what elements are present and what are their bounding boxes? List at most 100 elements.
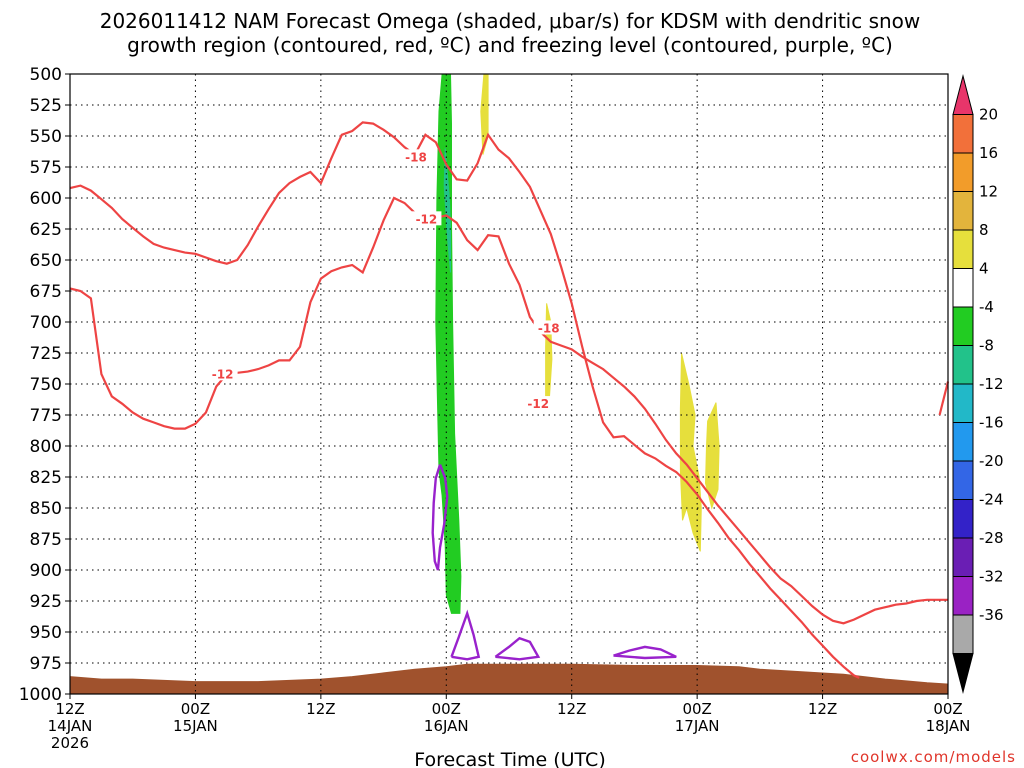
plot-frame xyxy=(69,73,949,695)
y-tick-label-750: 750 xyxy=(30,375,62,395)
x-tick-label-84-1: 18JAN xyxy=(926,717,971,735)
colorbar-swatch-6 xyxy=(952,306,974,346)
x-tick-label-12-0: 00Z xyxy=(181,700,210,718)
colorbar-label-8: -16 xyxy=(979,414,1004,432)
contour-label-1: -12 xyxy=(416,212,438,226)
freezing-level-contour-3 xyxy=(613,645,677,660)
y-tick-label-800: 800 xyxy=(30,437,62,457)
contour-label-0: -18 xyxy=(405,150,427,164)
y-tick-label-725: 725 xyxy=(30,344,62,364)
contour-label-2: -18 xyxy=(538,321,560,335)
colorbar-label-6: -8 xyxy=(979,337,994,355)
y-tick-label-900: 900 xyxy=(30,561,62,581)
terrain-surface xyxy=(69,663,949,695)
colorbar-swatch-1 xyxy=(952,114,974,154)
y-tick-label-650: 650 xyxy=(30,251,62,271)
colorbar: 20 16 12 8 4 -4 -8 -12 -16 -20 -24 -28 -32 -36 xyxy=(952,74,1004,694)
contour-label-bg-4 xyxy=(207,366,238,381)
y-tick-label-825: 825 xyxy=(30,468,62,488)
colorbar-swatch-3 xyxy=(952,191,974,231)
dgz-contour-upper xyxy=(69,121,860,679)
contour-label-bg-3 xyxy=(523,396,554,411)
gridlines xyxy=(70,74,948,694)
colorbar-label-4: 4 xyxy=(979,260,989,278)
colorbar-label-12: -32 xyxy=(979,568,1004,586)
dgz-contour-lower xyxy=(69,196,948,625)
omega-shading-layer xyxy=(435,73,720,614)
x-tick-label-36-0: 00Z xyxy=(432,700,461,718)
colorbar-label-9: -20 xyxy=(979,452,1004,470)
contour-label-4: -12 xyxy=(212,367,234,381)
colorbar-swatch-4 xyxy=(952,229,974,269)
freezing-level-contour-2 xyxy=(494,636,541,661)
x-axis-label: Forecast Time (UTC) xyxy=(414,749,605,768)
colorbar-label-1: 16 xyxy=(979,144,998,162)
y-tick-label-850: 850 xyxy=(30,499,62,519)
x-tick-label-36-1: 16JAN xyxy=(424,717,469,735)
x-tick-label-60-1: 17JAN xyxy=(675,717,720,735)
colorbar-swatch-12 xyxy=(952,537,974,577)
colorbar-swatch-10 xyxy=(952,460,974,500)
omega-yellow-mid xyxy=(545,303,553,409)
colorbar-label-2: 12 xyxy=(979,183,998,201)
y-tick-label-600: 600 xyxy=(30,189,62,209)
colorbar-bottom-triangle xyxy=(952,653,974,694)
y-tick-label-950: 950 xyxy=(30,623,62,643)
x-tick-label-0-0: 12Z xyxy=(55,700,84,718)
y-tick-label-575: 575 xyxy=(30,158,62,178)
x-tick-label-84-0: 00Z xyxy=(933,700,962,718)
x-tick-label-60-0: 00Z xyxy=(682,700,711,718)
x-tick-label-24-0: 12Z xyxy=(306,700,335,718)
contours-layer xyxy=(69,121,950,679)
terrain-layer xyxy=(69,663,949,695)
y-tick-label-675: 675 xyxy=(30,282,62,302)
omega-teal-core xyxy=(443,148,451,273)
colorbar-swatch-8 xyxy=(952,383,974,423)
freezing-level-contour-1 xyxy=(450,609,481,661)
contour-label-bg-0 xyxy=(400,149,431,164)
y-tick-label-925: 925 xyxy=(30,592,62,612)
colorbar-label-0: 20 xyxy=(979,106,998,124)
chart-title-line-2: growth region (contoured, red, ºC) and f… xyxy=(127,33,893,57)
y-tick-label-625: 625 xyxy=(30,220,62,240)
y-tick-label-875: 875 xyxy=(30,530,62,550)
y-tick-label-700: 700 xyxy=(30,313,62,333)
site-credit: coolwx.com/models xyxy=(851,748,1016,766)
contour-label-bg-2 xyxy=(533,320,564,335)
colorbar-label-13: -36 xyxy=(979,606,1004,624)
colorbar-label-7: -12 xyxy=(979,375,1004,393)
omega-yellow-right xyxy=(679,352,702,552)
omega-yellow-right-b xyxy=(704,402,720,510)
x-tick-label-0-1: 14JAN xyxy=(48,717,93,735)
colorbar-label-5: -4 xyxy=(979,298,994,316)
x-tick-label-12-1: 15JAN xyxy=(173,717,218,735)
x-tick-label-72-0: 12Z xyxy=(808,700,837,718)
colorbar-swatch-13 xyxy=(952,576,974,616)
colorbar-swatch-11 xyxy=(952,499,974,539)
x-tick-label-0-2: 2026 xyxy=(51,734,89,752)
colorbar-swatch-7 xyxy=(952,345,974,385)
colorbar-swatch-5 xyxy=(952,268,974,308)
dgz-contour-edge xyxy=(938,381,950,416)
contour-labels: -18 -12 -18 -12 -12 xyxy=(207,149,564,411)
chart-title: 2026011412 NAM Forecast Omega (shaded, μ… xyxy=(100,9,921,57)
x-tick-label-48-0: 12Z xyxy=(557,700,586,718)
contour-label-bg-1 xyxy=(411,211,442,226)
y-tick-label-775: 775 xyxy=(30,406,62,426)
y-tick-label-550: 550 xyxy=(30,127,62,147)
y-tick-label-500: 500 xyxy=(30,65,62,85)
colorbar-label-11: -28 xyxy=(979,529,1004,547)
colorbar-label-10: -24 xyxy=(979,491,1004,509)
omega-green-column xyxy=(435,73,462,614)
colorbar-top-triangle xyxy=(952,74,974,115)
freezing-level-contour-0 xyxy=(431,464,449,571)
y-tick-label-1000: 1000 xyxy=(19,685,62,705)
chart-title-line-1: 2026011412 NAM Forecast Omega (shaded, μ… xyxy=(100,9,921,33)
y-tick-label-975: 975 xyxy=(30,654,62,674)
colorbar-swatch-2 xyxy=(952,152,974,192)
colorbar-swatch-14 xyxy=(952,614,974,654)
colorbar-swatch-9 xyxy=(952,422,974,462)
colorbar-label-3: 8 xyxy=(979,221,989,239)
